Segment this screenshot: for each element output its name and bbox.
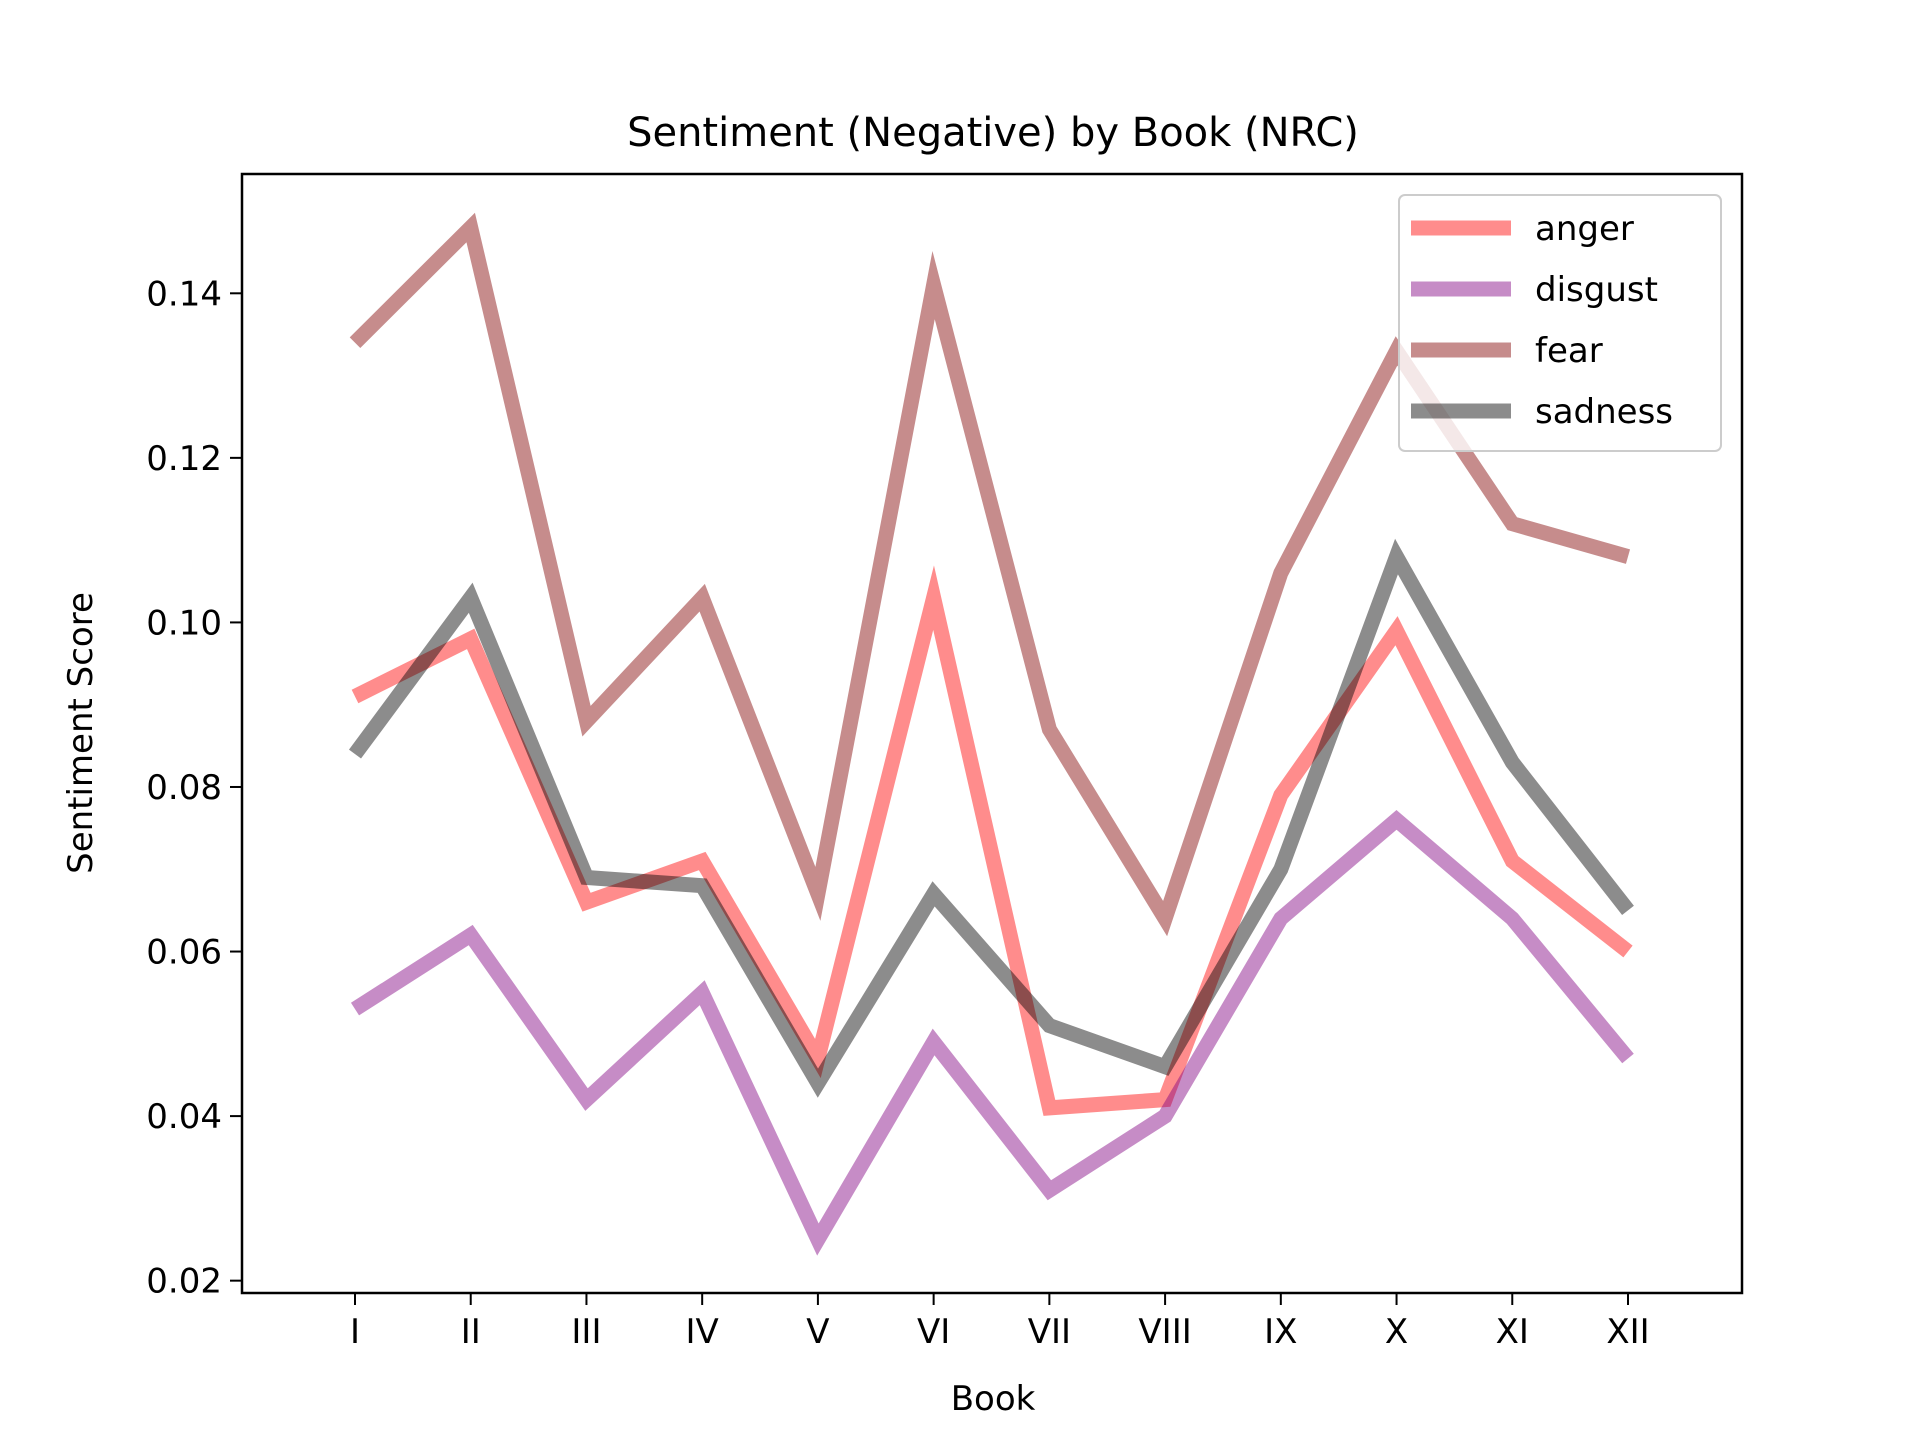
legend: anger disgust fear sadness — [1398, 194, 1722, 452]
y-tick-label: 0.14 — [146, 274, 222, 314]
legend-label-fear: fear — [1535, 331, 1603, 371]
y-axis-label: Sentiment Score — [61, 592, 101, 874]
x-tick-label: XI — [1496, 1312, 1529, 1352]
series-line-disgust — [350, 810, 1634, 1256]
legend-label-sadness: sadness — [1535, 392, 1673, 432]
x-tick-label: VIII — [1138, 1312, 1191, 1352]
series-line-anger — [351, 565, 1633, 1116]
x-tick-label: XII — [1606, 1312, 1649, 1352]
x-tick-label: II — [461, 1312, 481, 1352]
y-tick-label: 0.02 — [146, 1262, 222, 1302]
plot-area-frame — [240, 172, 1744, 1295]
x-tick-label: I — [350, 1312, 360, 1352]
legend-box — [1398, 194, 1722, 452]
x-axis-label: Book — [951, 1379, 1036, 1419]
x-tick-label: X — [1385, 1312, 1408, 1352]
y-axis: 0.02 0.04 0.06 0.08 0.10 0.12 0.14 — [146, 274, 242, 1302]
series-line-sadness — [348, 538, 1634, 1098]
y-tick-label: 0.12 — [146, 439, 222, 479]
x-tick-label: VI — [917, 1312, 950, 1352]
legend-label-disgust: disgust — [1535, 270, 1658, 310]
y-tick-label: 0.06 — [146, 933, 222, 973]
chart-title: Sentiment (Negative) by Book (NRC) — [627, 110, 1359, 156]
y-tick-label: 0.10 — [146, 603, 222, 643]
series-layer — [348, 212, 1634, 1256]
y-tick-label: 0.04 — [146, 1097, 222, 1137]
x-tick-label: III — [571, 1312, 601, 1352]
x-tick-label: VII — [1028, 1312, 1071, 1352]
x-tick-label: V — [806, 1312, 829, 1352]
y-tick-label: 0.08 — [146, 768, 222, 808]
legend-label-anger: anger — [1535, 209, 1634, 249]
x-tick-label: IV — [686, 1312, 719, 1352]
x-tick-label: IX — [1264, 1312, 1297, 1352]
x-axis: I II III IV V VI VII VIII IX X XI XII — [350, 1293, 1650, 1352]
